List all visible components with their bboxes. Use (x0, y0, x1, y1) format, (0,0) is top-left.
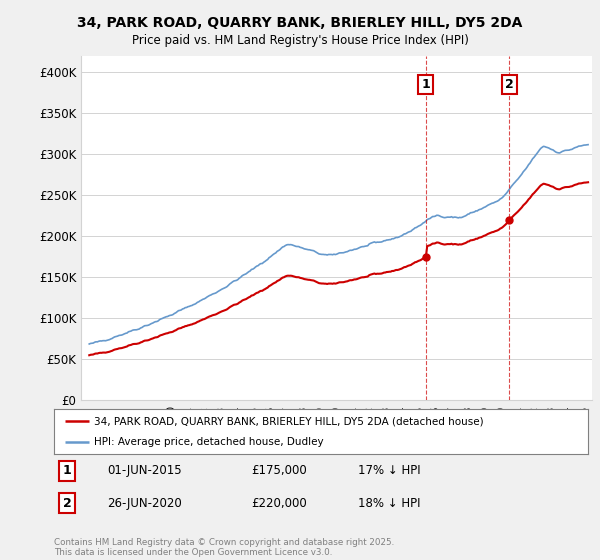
Text: 26-JUN-2020: 26-JUN-2020 (107, 497, 182, 510)
Text: Price paid vs. HM Land Registry's House Price Index (HPI): Price paid vs. HM Land Registry's House … (131, 34, 469, 46)
Text: £220,000: £220,000 (251, 497, 307, 510)
Text: 01-JUN-2015: 01-JUN-2015 (107, 464, 182, 477)
Text: HPI: Average price, detached house, Dudley: HPI: Average price, detached house, Dudl… (94, 437, 323, 447)
Text: 34, PARK ROAD, QUARRY BANK, BRIERLEY HILL, DY5 2DA (detached house): 34, PARK ROAD, QUARRY BANK, BRIERLEY HIL… (94, 416, 484, 426)
Text: 1: 1 (422, 78, 430, 91)
Text: 17% ↓ HPI: 17% ↓ HPI (358, 464, 421, 477)
Text: 2: 2 (63, 497, 72, 510)
Text: Contains HM Land Registry data © Crown copyright and database right 2025.
This d: Contains HM Land Registry data © Crown c… (54, 538, 394, 557)
Text: 1: 1 (63, 464, 72, 477)
Text: £175,000: £175,000 (251, 464, 307, 477)
Text: 2: 2 (505, 78, 514, 91)
Text: 34, PARK ROAD, QUARRY BANK, BRIERLEY HILL, DY5 2DA: 34, PARK ROAD, QUARRY BANK, BRIERLEY HIL… (77, 16, 523, 30)
Text: 18% ↓ HPI: 18% ↓ HPI (358, 497, 421, 510)
